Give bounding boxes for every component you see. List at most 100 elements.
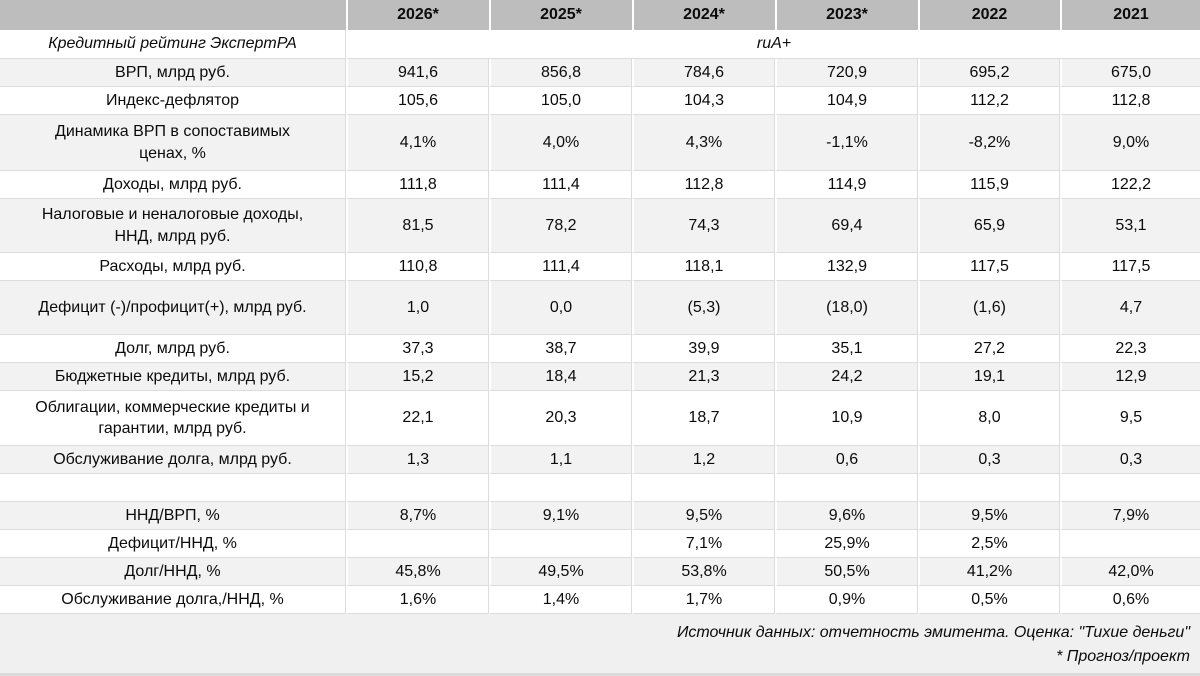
- year-header: 2026*: [346, 0, 489, 30]
- cell-value: -1,1%: [775, 115, 918, 171]
- year-header-row: 2026* 2025* 2024* 2023* 2022 2021: [0, 0, 1200, 30]
- row-label: Доходы, млрд руб.: [0, 171, 346, 199]
- year-header: 2023*: [775, 0, 918, 30]
- cell-value: 720,9: [775, 59, 918, 87]
- credit-rating-row: Кредитный рейтинг ЭкспертРА ruA+: [0, 30, 1200, 59]
- cell-value: 784,6: [632, 59, 775, 87]
- cell-value: 74,3: [632, 199, 775, 253]
- cell-value: [918, 474, 1060, 502]
- row-label: Дефицит/ННД, %: [0, 530, 346, 558]
- cell-value: 18,4: [489, 363, 632, 391]
- cell-value: 7,9%: [1060, 502, 1200, 530]
- cell-value: [775, 474, 918, 502]
- cell-value: 15,2: [346, 363, 489, 391]
- cell-value: 22,3: [1060, 335, 1200, 363]
- cell-value: 1,3: [346, 446, 489, 474]
- cell-value: 104,3: [632, 87, 775, 115]
- cell-value: 0,6%: [1060, 586, 1200, 614]
- cell-value: [1060, 530, 1200, 558]
- cell-value: 7,1%: [632, 530, 775, 558]
- cell-value: 10,9: [775, 391, 918, 446]
- cell-value: [489, 530, 632, 558]
- year-header: 2025*: [489, 0, 632, 30]
- cell-value: (1,6): [918, 281, 1060, 335]
- cell-value: 0,0: [489, 281, 632, 335]
- cell-value: 941,6: [346, 59, 489, 87]
- cell-value: 78,2: [489, 199, 632, 253]
- cell-value: 9,5%: [918, 502, 1060, 530]
- cell-value: 9,6%: [775, 502, 918, 530]
- year-header: 2024*: [632, 0, 775, 30]
- cell-value: 2,5%: [918, 530, 1060, 558]
- cell-value: 9,5%: [632, 502, 775, 530]
- cell-value: [632, 474, 775, 502]
- cell-value: 20,3: [489, 391, 632, 446]
- cell-value: 0,3: [1060, 446, 1200, 474]
- cell-value: 81,5: [346, 199, 489, 253]
- financial-indicators-table: 2026* 2025* 2024* 2023* 2022 2021 Кредит…: [0, 0, 1200, 614]
- table-row: Дефицит (-)/профицит(+), млрд руб. 1,0 0,0…: [0, 281, 1200, 335]
- table-row: Облигации, коммерческие кредиты и гарант…: [0, 391, 1200, 446]
- cell-value: (5,3): [632, 281, 775, 335]
- cell-value: (18,0): [775, 281, 918, 335]
- cell-value: 19,1: [918, 363, 1060, 391]
- cell-value: 69,4: [775, 199, 918, 253]
- cell-value: 675,0: [1060, 59, 1200, 87]
- cell-value: 112,8: [1060, 87, 1200, 115]
- table-row: Доходы, млрд руб. 111,8 111,4 112,8 114,9 115…: [0, 171, 1200, 199]
- table-row: Индекс-дефлятор 105,6 105,0 104,3 104,9 112,2…: [0, 87, 1200, 115]
- credit-rating-value: ruA+: [346, 30, 1200, 59]
- cell-value: 9,0%: [1060, 115, 1200, 171]
- table-row: Расходы, млрд руб. 110,8 111,4 118,1 132,9 11…: [0, 253, 1200, 281]
- cell-value: 4,1%: [346, 115, 489, 171]
- cell-value: 1,2: [632, 446, 775, 474]
- cell-value: 9,5: [1060, 391, 1200, 446]
- cell-value: 39,9: [632, 335, 775, 363]
- row-label: Налоговые и неналоговые доходы, ННД, млр…: [0, 199, 346, 253]
- row-label: ННД/ВРП, %: [0, 502, 346, 530]
- table-row: Долг/ННД, % 45,8% 49,5% 53,8% 50,5% 41,2% 42,0…: [0, 558, 1200, 586]
- cell-value: [346, 530, 489, 558]
- table-footnote: Источник данных: отчетность эмитента. Оц…: [0, 614, 1200, 676]
- cell-value: 49,5%: [489, 558, 632, 586]
- cell-value: 22,1: [346, 391, 489, 446]
- cell-value: 37,3: [346, 335, 489, 363]
- cell-value: 45,8%: [346, 558, 489, 586]
- cell-value: 53,8%: [632, 558, 775, 586]
- row-label: [0, 474, 346, 502]
- cell-value: 18,7: [632, 391, 775, 446]
- cell-value: 35,1: [775, 335, 918, 363]
- row-label: Индекс-дефлятор: [0, 87, 346, 115]
- cell-value: 105,0: [489, 87, 632, 115]
- cell-value: 4,7: [1060, 281, 1200, 335]
- cell-value: 50,5%: [775, 558, 918, 586]
- cell-value: 114,9: [775, 171, 918, 199]
- row-label: Расходы, млрд руб.: [0, 253, 346, 281]
- row-label: Динамика ВРП в сопоставимых ценах, %: [0, 115, 346, 171]
- cell-value: 8,0: [918, 391, 1060, 446]
- cell-value: 21,3: [632, 363, 775, 391]
- cell-value: -8,2%: [918, 115, 1060, 171]
- cell-value: [489, 474, 632, 502]
- cell-value: 38,7: [489, 335, 632, 363]
- cell-value: 117,5: [918, 253, 1060, 281]
- row-label: Облигации, коммерческие кредиты и гарант…: [0, 391, 346, 446]
- row-label: Долг/ННД, %: [0, 558, 346, 586]
- cell-value: 25,9%: [775, 530, 918, 558]
- table-row: Обслуживание долга,/ННД, % 1,6% 1,4% 1,7% 0,…: [0, 586, 1200, 614]
- cell-value: 115,9: [918, 171, 1060, 199]
- row-label: ВРП, млрд руб.: [0, 59, 346, 87]
- cell-value: 65,9: [918, 199, 1060, 253]
- cell-value: 4,3%: [632, 115, 775, 171]
- cell-value: 24,2: [775, 363, 918, 391]
- year-header: 2022: [918, 0, 1060, 30]
- cell-value: 1,7%: [632, 586, 775, 614]
- cell-value: 105,6: [346, 87, 489, 115]
- row-label: Обслуживание долга,/ННД, %: [0, 586, 346, 614]
- table-row: Налоговые и неналоговые доходы, ННД, млр…: [0, 199, 1200, 253]
- cell-value: [1060, 474, 1200, 502]
- cell-value: 111,8: [346, 171, 489, 199]
- spacer-row: [0, 474, 1200, 502]
- table-row: Динамика ВРП в сопоставимых ценах, % 4,1%…: [0, 115, 1200, 171]
- cell-value: 4,0%: [489, 115, 632, 171]
